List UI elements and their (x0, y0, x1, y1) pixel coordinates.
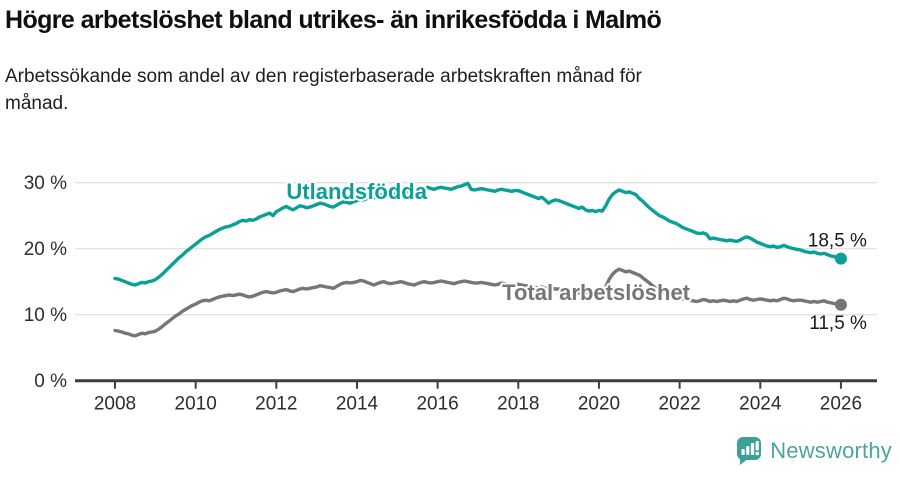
series-label-utlandsfodda: Utlandsfödda (286, 179, 427, 204)
x-tick-label: 2016 (416, 394, 458, 415)
chart-subtitle: Arbetssökande som andel av den registerb… (5, 66, 642, 114)
series-line-total (113, 267, 843, 338)
y-tick-label: 20 % (24, 239, 67, 260)
end-value-label: 18,5 % (808, 231, 867, 252)
brand-name: Newsworthy (770, 438, 892, 463)
newsworthy-logo: Newsworthy (736, 436, 892, 466)
series-end-dot-utlandsfodda (834, 252, 847, 265)
x-tick-label: 2022 (658, 394, 700, 415)
y-tick-label: 10 % (24, 305, 67, 326)
x-tick-label: 2010 (175, 394, 217, 415)
x-tick-label: 2012 (255, 394, 297, 415)
newsworthy-bar-chart-icon (737, 437, 762, 465)
series-end-dot-total (834, 298, 847, 311)
x-tick-label: 2018 (497, 394, 539, 415)
x-tick-label: 2026 (820, 394, 862, 415)
x-tick-label: 2020 (578, 394, 620, 415)
x-tick-label: 2008 (94, 394, 136, 415)
x-tick-label: 2024 (739, 394, 782, 415)
end-value-label: 11,5 % (809, 313, 867, 334)
y-tick-label: 30 % (24, 173, 67, 194)
series-line-utlandsfodda (113, 181, 843, 287)
page-title: Högre arbetslöshet bland utrikes- än inr… (5, 6, 662, 34)
y-tick-label: 0 % (34, 371, 67, 392)
series-label-total: Total arbetslöshet (502, 280, 691, 305)
x-tick-label: 2014 (336, 394, 379, 415)
